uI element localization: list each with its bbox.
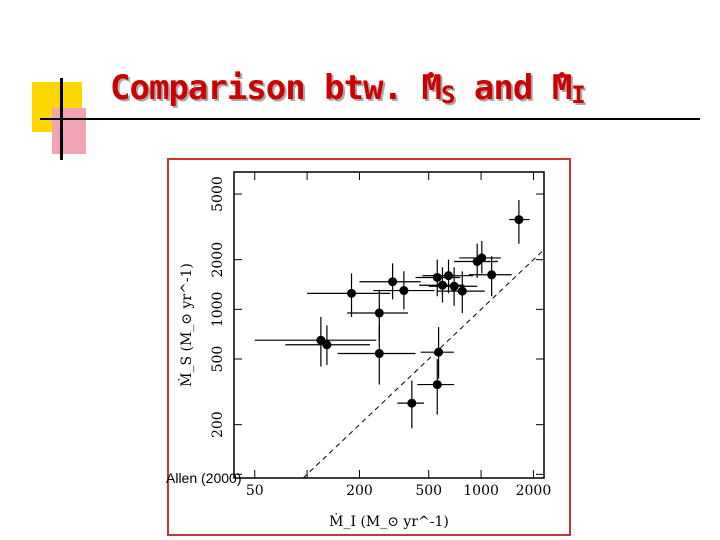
slide-title: Comparison btw. MS and MI xyxy=(110,68,586,109)
data-point xyxy=(444,271,454,281)
title-ms-symbol: M xyxy=(421,68,443,108)
data-point xyxy=(347,288,357,298)
y-tick-label: 1000 xyxy=(210,292,226,328)
y-tick-label: 2000 xyxy=(210,242,226,278)
x-tick-label: 50 xyxy=(246,483,264,499)
data-point xyxy=(437,280,447,290)
data-point xyxy=(487,270,497,280)
data-point xyxy=(432,380,442,390)
data-point xyxy=(374,308,384,318)
scatter-chart: 50 200 500 1000 2000 200 500 1000 2000 5000 Ṁ_I (M… xyxy=(177,171,552,530)
title-prefix: Comparison btw. xyxy=(110,68,422,108)
data-point xyxy=(514,215,524,225)
decorative-horizontal-line xyxy=(40,118,700,120)
data-point xyxy=(472,256,482,266)
title-ms-letter: M xyxy=(421,68,443,108)
decorative-pink-square xyxy=(52,108,86,154)
y-tick-label: 5000 xyxy=(210,176,226,212)
title-mi-subscript: I xyxy=(571,81,585,109)
y-axis-label: Ṁ_S (M_⊙ yr^-1) xyxy=(177,263,195,387)
data-point xyxy=(388,277,398,287)
x-tick-label: 200 xyxy=(346,483,373,499)
y-tick-label: 200 xyxy=(210,411,226,438)
data-point xyxy=(322,340,332,350)
title-ms-subscript: S xyxy=(441,81,455,109)
y-tick-label: 500 xyxy=(210,346,226,373)
x-tick-label: 500 xyxy=(415,483,442,499)
x-tick-label: 2000 xyxy=(516,483,552,499)
title-mi-letter: M xyxy=(551,68,573,108)
title-mi-symbol: M xyxy=(551,68,573,108)
plot-frame xyxy=(233,171,545,479)
x-tick-label: 1000 xyxy=(463,483,499,499)
reference-line xyxy=(302,249,545,479)
x-axis-label: Ṁ_I (M_⊙ yr^-1) xyxy=(329,512,449,530)
figure-frame: 50 200 500 1000 2000 200 500 1000 2000 5000 Ṁ_I (M… xyxy=(167,158,571,536)
data-point xyxy=(374,348,384,358)
data-point xyxy=(457,286,467,296)
data-point xyxy=(432,272,442,282)
data-point xyxy=(434,347,444,357)
data-point xyxy=(399,286,409,296)
data-point xyxy=(449,281,459,291)
title-and: and xyxy=(454,68,552,108)
data-point xyxy=(407,398,417,408)
citation: Allen (2000) xyxy=(166,470,242,486)
